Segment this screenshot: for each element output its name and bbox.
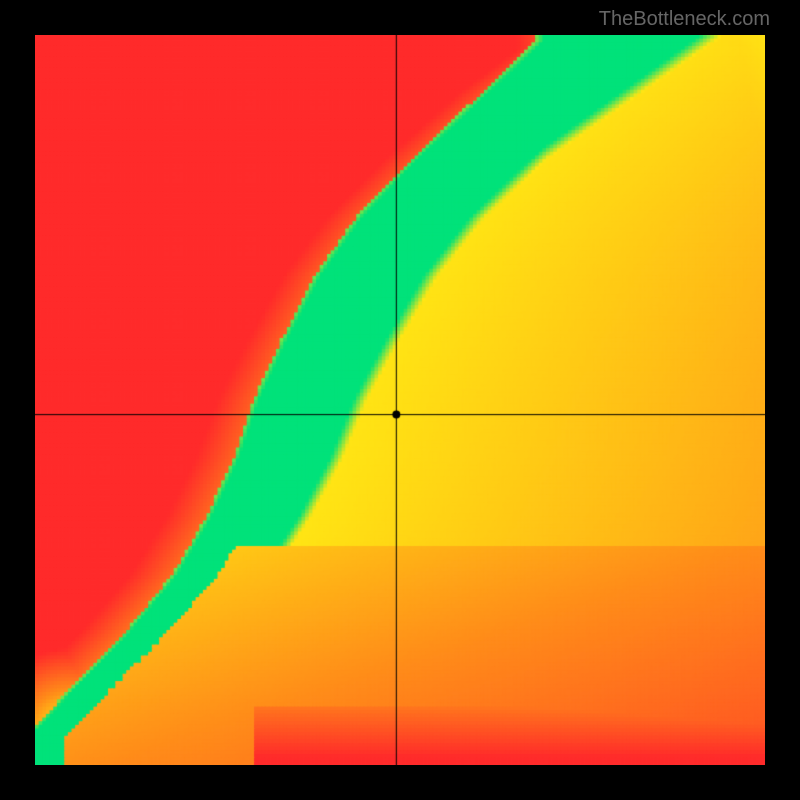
bottleneck-heatmap	[35, 35, 765, 765]
heatmap-canvas	[35, 35, 765, 765]
watermark-label: TheBottleneck.com	[599, 8, 770, 31]
